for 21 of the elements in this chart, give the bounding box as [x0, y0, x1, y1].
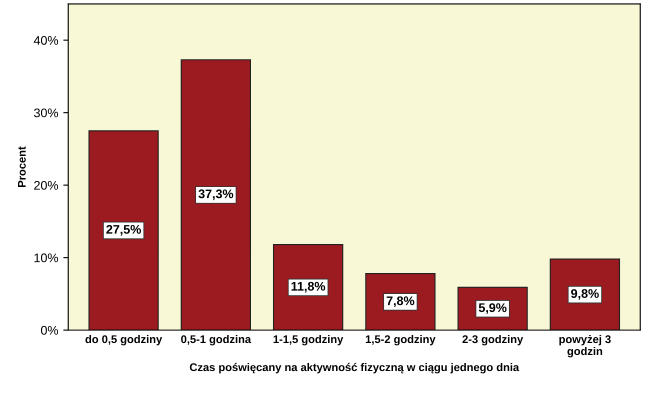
y-tick-label: 20% [34, 180, 58, 190]
x-axis-title: Czas poświęcany na aktywność fizyczną w ciągu jednego dnia [190, 362, 520, 374]
x-tick-label: 2-3 godziny [462, 334, 524, 346]
x-tick-label: do 0,5 godziny [85, 334, 162, 346]
bar [180, 59, 252, 330]
bar [88, 130, 159, 330]
data-label: 27,5% [106, 224, 141, 236]
y-tick-label: 30% [34, 108, 58, 118]
x-tick-label: 1-1,5 godziny [274, 334, 344, 346]
y-axis-title: Procent [18, 146, 26, 187]
x-tick-label: 0,5-1 godzina [181, 334, 252, 346]
y-tick-label: 40% [34, 36, 58, 45]
x-tick-label: powyżej 3 godzin [559, 334, 611, 358]
data-label: 5,9% [478, 303, 507, 314]
y-tick-label: 0% [40, 326, 58, 335]
x-tick-label: 1,5-2 godziny [366, 334, 436, 346]
data-label: 37,3% [198, 189, 234, 200]
y-tick-label: 10% [34, 253, 58, 262]
data-label: 9,8% [571, 289, 599, 300]
data-label: 7,8% [386, 296, 414, 308]
data-label: 11,8% [292, 282, 326, 293]
